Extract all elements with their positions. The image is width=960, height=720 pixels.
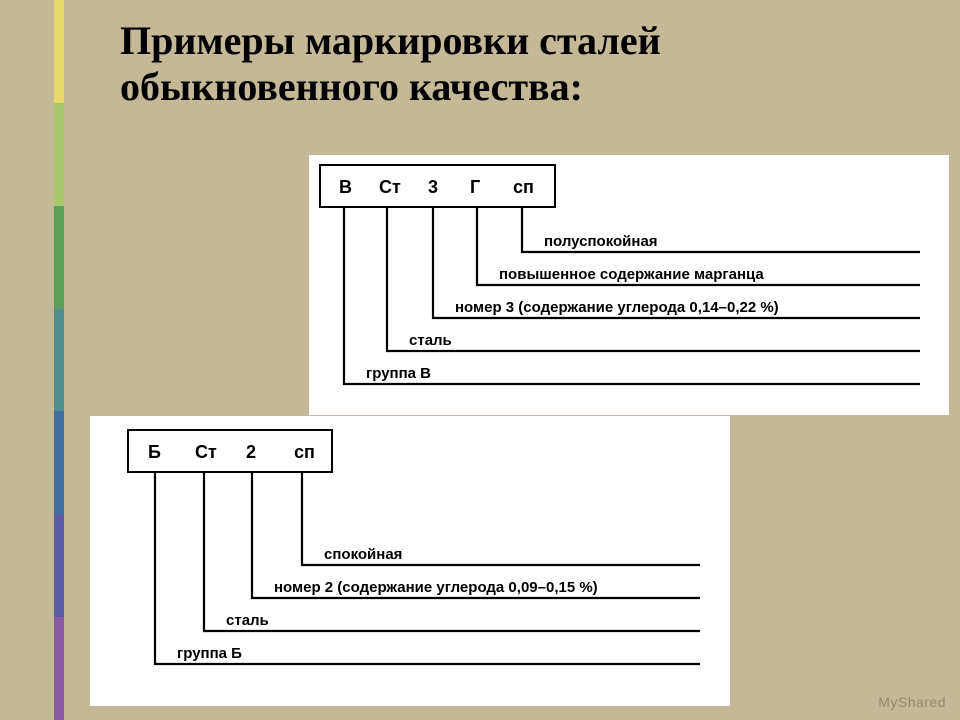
code-part: Б bbox=[148, 442, 161, 462]
code-part: В bbox=[339, 177, 352, 197]
code-part: сп bbox=[294, 442, 315, 462]
code-part: Г bbox=[470, 177, 480, 197]
slide: Примеры маркировки сталейобыкновенного к… bbox=[0, 0, 960, 720]
connector-label: номер 2 (содержание углерода 0,09–0,15 %… bbox=[274, 579, 598, 596]
connector-label: повышенное содержание марганца bbox=[499, 266, 764, 283]
watermark: MyShared bbox=[878, 694, 946, 710]
connector-label: сталь bbox=[409, 332, 452, 349]
code-part: Ст bbox=[379, 177, 401, 197]
code-part: 2 bbox=[246, 442, 256, 462]
connector-label: номер 3 (содержание углерода 0,14–0,22 %… bbox=[455, 299, 779, 316]
diagram-svg: В Ст 3 Гсп полуспокойная повышенное содержани… bbox=[0, 0, 960, 720]
code-part: Ст bbox=[195, 442, 217, 462]
connector-label: группа Б bbox=[177, 645, 242, 662]
code-part: 3 bbox=[428, 177, 438, 197]
code-part: сп bbox=[513, 177, 534, 197]
connector-label: полуспокойная bbox=[544, 233, 658, 250]
connector-label: группа В bbox=[366, 365, 431, 382]
connector-line bbox=[155, 472, 700, 664]
connector-line bbox=[204, 472, 700, 631]
connector-label: спокойная bbox=[324, 546, 402, 563]
connector-label: сталь bbox=[226, 612, 269, 629]
